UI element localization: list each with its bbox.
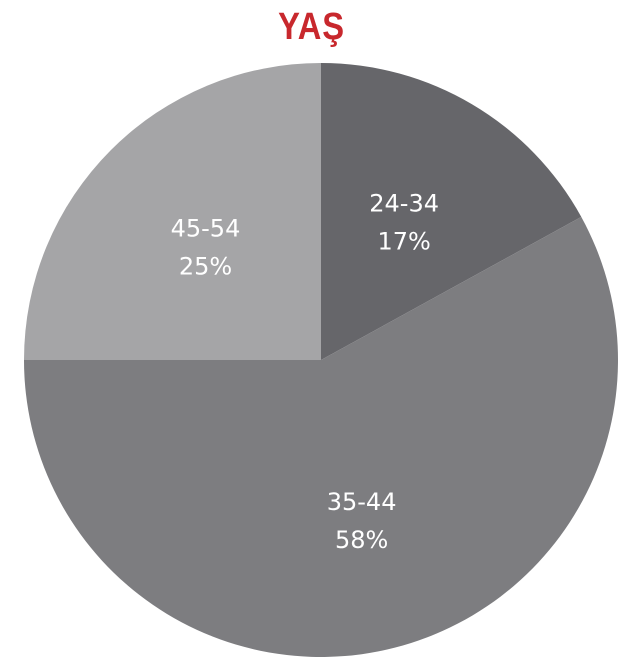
slice-category-label: 45-54 (171, 214, 241, 242)
pie-slice-45-54 (24, 63, 321, 360)
pie-slice-24-34 (321, 63, 582, 360)
chart-title: YAŞ (278, 6, 345, 48)
slice-percent-label: 17% (377, 227, 430, 255)
pie-slices (24, 63, 618, 658)
slice-category-label: 24-34 (369, 189, 439, 217)
pie-labels: 24-34 17% 35-44 58% 45-54 25% (171, 189, 439, 554)
slice-category-label: 35-44 (327, 488, 397, 516)
slice-percent-label: 58% (335, 526, 388, 554)
pie-slice-35-44 (24, 216, 618, 658)
slice-percent-label: 25% (179, 252, 232, 280)
